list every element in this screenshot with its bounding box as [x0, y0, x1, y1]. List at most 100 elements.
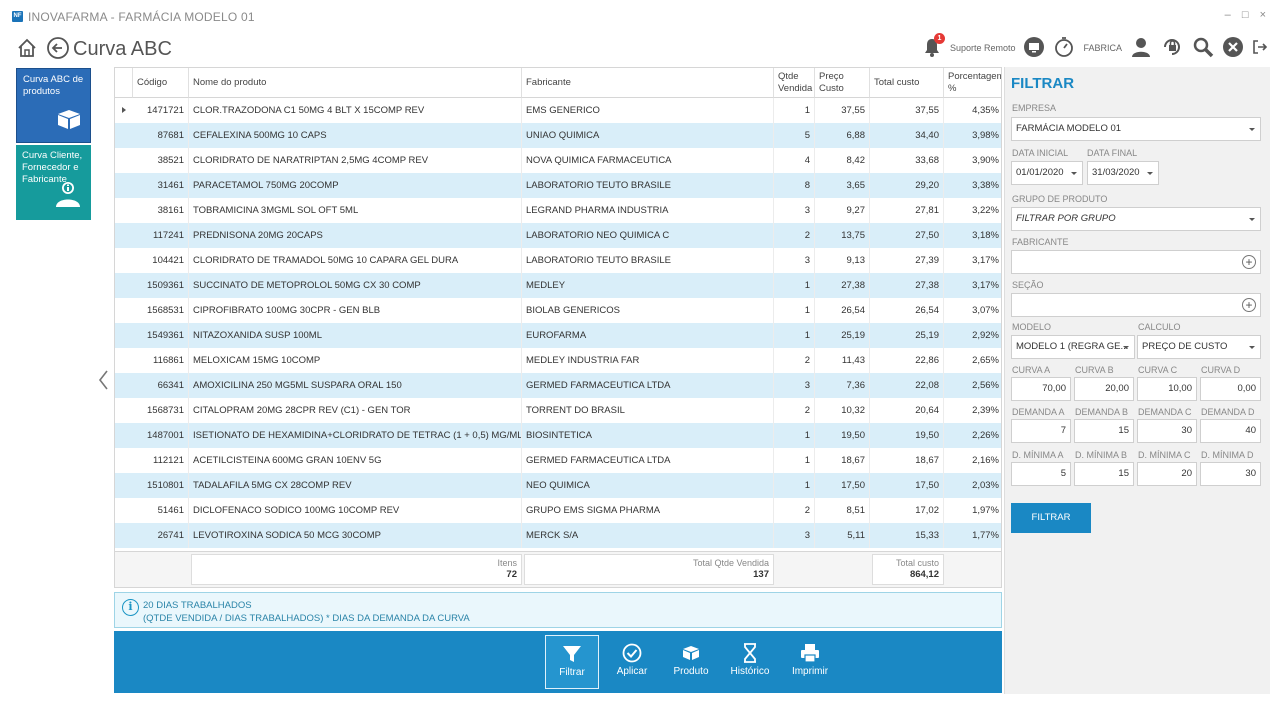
close-window-button[interactable]: ×: [1259, 9, 1266, 21]
table-row[interactable]: 1549361 NITAZOXANIDA SUSP 100ML EUROFARMA 1…: [115, 323, 1001, 348]
dmin-d-input[interactable]: 30: [1200, 462, 1261, 486]
table-row[interactable]: 1487001 ISETIONATO DE HEXAMIDINA+CLORIDRA…: [115, 423, 1001, 448]
filtrar-toolbar-button[interactable]: Filtrar: [545, 635, 599, 689]
dmin-a-input[interactable]: 5: [1011, 462, 1071, 486]
demanda-d-label: DEMANDA D: [1201, 407, 1255, 417]
historico-toolbar-button[interactable]: Histórico: [723, 635, 777, 689]
notification-bell-icon[interactable]: 1: [922, 32, 945, 61]
dmin-b-input[interactable]: 15: [1074, 462, 1134, 486]
curva-d-input[interactable]: 0,00: [1200, 377, 1261, 401]
demanda-d-input[interactable]: 40: [1200, 419, 1261, 443]
table-row[interactable]: 87681 CEFALEXINA 500MG 10 CAPS UNIAO QUIMI…: [115, 123, 1001, 148]
filtrar-button[interactable]: FILTRAR: [1011, 503, 1091, 533]
tile-curva-cliente[interactable]: Curva Cliente, Fornecedor e Fabricante: [16, 145, 91, 220]
table-row[interactable]: 117241 PREDNISONA 20MG 20CAPS LABORATORIO …: [115, 223, 1001, 248]
cell-porcentagem: 3,98%: [944, 123, 1001, 148]
timer-icon[interactable]: [1053, 36, 1075, 61]
back-icon[interactable]: [46, 36, 70, 63]
minimize-button[interactable]: ‒: [1224, 9, 1231, 21]
close-icon[interactable]: [1222, 36, 1244, 61]
table-row[interactable]: 38521 CLORIDRATO DE NARATRIPTAN 2,5MG 4CO…: [115, 148, 1001, 173]
filter-panel: FILTRAR EMPRESA FARMÁCIA MODELO 01 DATA …: [1004, 67, 1270, 694]
cell-fabricante: LABORATORIO TEUTO BRASILE: [522, 173, 774, 198]
lock-refresh-icon[interactable]: [1160, 36, 1184, 61]
table-row[interactable]: 1509361 SUCCINATO DE METOPROLOL 50MG CX 3…: [115, 273, 1001, 298]
add-fabricante-icon[interactable]: +: [1242, 255, 1256, 269]
cell-qtde: 8: [774, 173, 815, 198]
cell-nome: ACETILCISTEINA 600MG GRAN 10ENV 5G: [189, 448, 522, 473]
logout-icon[interactable]: [1252, 39, 1268, 58]
curva-a-input[interactable]: 70,00: [1011, 377, 1071, 401]
cell-porcentagem: 1,97%: [944, 498, 1001, 523]
cell-codigo: 87681: [133, 123, 189, 148]
modelo-select[interactable]: MODELO 1 (REGRA GE...: [1011, 335, 1135, 359]
col-header-fabricante[interactable]: Fabricante: [522, 68, 774, 98]
col-header-porcentagem[interactable]: Porcentagem %: [944, 68, 1001, 98]
aplicar-toolbar-button[interactable]: Aplicar: [605, 635, 659, 689]
table-row[interactable]: 104421 CLORIDRATO DE TRAMADOL 50MG 10 CAP…: [115, 248, 1001, 273]
table-row[interactable]: 38161 TOBRAMICINA 3MGML SOL OFT 5ML LEGRAN…: [115, 198, 1001, 223]
table-row[interactable]: 51461 DICLOFENACO SODICO 100MG 10COMP REV…: [115, 498, 1001, 523]
calculo-select[interactable]: PREÇO DE CUSTO: [1137, 335, 1261, 359]
chevron-down-icon: [1249, 218, 1255, 221]
demanda-a-input[interactable]: 7: [1011, 419, 1071, 443]
grupo-select[interactable]: FILTRAR POR GRUPO: [1011, 207, 1261, 231]
cell-preco: 11,43: [815, 348, 870, 373]
table-row[interactable]: 31461 PARACETAMOL 750MG 20COMP LABORATORIO…: [115, 173, 1001, 198]
table-row[interactable]: 66341 AMOXICILINA 250 MG5ML SUSPARA ORAL …: [115, 373, 1001, 398]
info-icon: i: [122, 599, 139, 616]
cell-nome: SUCCINATO DE METOPROLOL 50MG CX 30 COMP: [189, 273, 522, 298]
cell-fabricante: LEGRAND PHARMA INDUSTRIA: [522, 198, 774, 223]
table-row[interactable]: 1471721 CLOR.TRAZODONA C1 50MG 4 BLT X 15…: [115, 98, 1001, 123]
secao-input[interactable]: +: [1011, 293, 1261, 317]
data-inicial-picker[interactable]: 01/01/2020: [1011, 161, 1083, 185]
tile-curva-abc-produtos[interactable]: Curva ABC de produtos: [16, 68, 91, 143]
cell-codigo: 1568731: [133, 398, 189, 423]
support-label[interactable]: Suporte Remoto: [949, 43, 1016, 53]
hourglass-icon: [744, 643, 756, 663]
curva-b-input[interactable]: 20,00: [1074, 377, 1134, 401]
imprimir-toolbar-button[interactable]: Imprimir: [783, 635, 837, 689]
user-icon[interactable]: [1130, 36, 1152, 61]
col-header-total[interactable]: Total custo: [870, 68, 944, 98]
cell-codigo: 66341: [133, 373, 189, 398]
col-header-codigo[interactable]: Código: [133, 68, 189, 98]
home-icon[interactable]: [16, 37, 38, 62]
info-days-worked: 20 DIAS TRABALHADOS: [143, 600, 252, 611]
demanda-b-input[interactable]: 15: [1074, 419, 1134, 443]
footer-items-value: 72: [506, 569, 517, 580]
col-header-nome[interactable]: Nome do produto: [189, 68, 522, 98]
table-row[interactable]: 112121 ACETILCISTEINA 600MG GRAN 10ENV 5G…: [115, 448, 1001, 473]
modelo-label: MODELO: [1012, 322, 1052, 332]
maximize-button[interactable]: □: [1241, 9, 1249, 21]
cell-codigo: 38521: [133, 148, 189, 173]
cell-fabricante: BIOSINTETICA: [522, 423, 774, 448]
table-row[interactable]: 1568731 CITALOPRAM 20MG 28CPR REV (C1) - …: [115, 398, 1001, 423]
col-header-preco[interactable]: Preço Custo: [815, 68, 870, 98]
dmin-c-input[interactable]: 20: [1137, 462, 1197, 486]
curva-c-input[interactable]: 10,00: [1137, 377, 1197, 401]
chevron-down-icon: [1147, 172, 1153, 175]
col-header-qtde[interactable]: Qtde Vendida: [774, 68, 815, 98]
cell-nome: PARACETAMOL 750MG 20COMP: [189, 173, 522, 198]
cell-preco: 18,67: [815, 448, 870, 473]
cell-qtde: 2: [774, 223, 815, 248]
cell-nome: MELOXICAM 15MG 10COMP: [189, 348, 522, 373]
search-icon[interactable]: [1192, 36, 1214, 61]
table-row[interactable]: 1568531 CIPROFIBRATO 100MG 30CPR - GEN BL…: [115, 298, 1001, 323]
data-final-picker[interactable]: 31/03/2020: [1087, 161, 1159, 185]
printer-icon: [801, 644, 819, 663]
table-row[interactable]: 1510801 TADALAFILA 5MG CX 28COMP REV NEO Q…: [115, 473, 1001, 498]
empresa-select[interactable]: FARMÁCIA MODELO 01: [1011, 117, 1261, 141]
table-row[interactable]: 26741 LEVOTIROXINA SODICA 50 MCG 30COMP ME…: [115, 523, 1001, 548]
cell-qtde: 2: [774, 498, 815, 523]
add-secao-icon[interactable]: +: [1242, 298, 1256, 312]
grupo-label: GRUPO DE PRODUTO: [1012, 194, 1108, 204]
fabricante-input[interactable]: +: [1011, 250, 1261, 274]
produto-toolbar-button[interactable]: Produto: [664, 635, 718, 689]
remote-support-icon[interactable]: [1023, 36, 1045, 61]
table-row[interactable]: 116861 MELOXICAM 15MG 10COMP MEDLEY INDUST…: [115, 348, 1001, 373]
chevron-left-icon[interactable]: [96, 368, 112, 392]
demanda-c-input[interactable]: 30: [1137, 419, 1197, 443]
cell-porcentagem: 3,38%: [944, 173, 1001, 198]
